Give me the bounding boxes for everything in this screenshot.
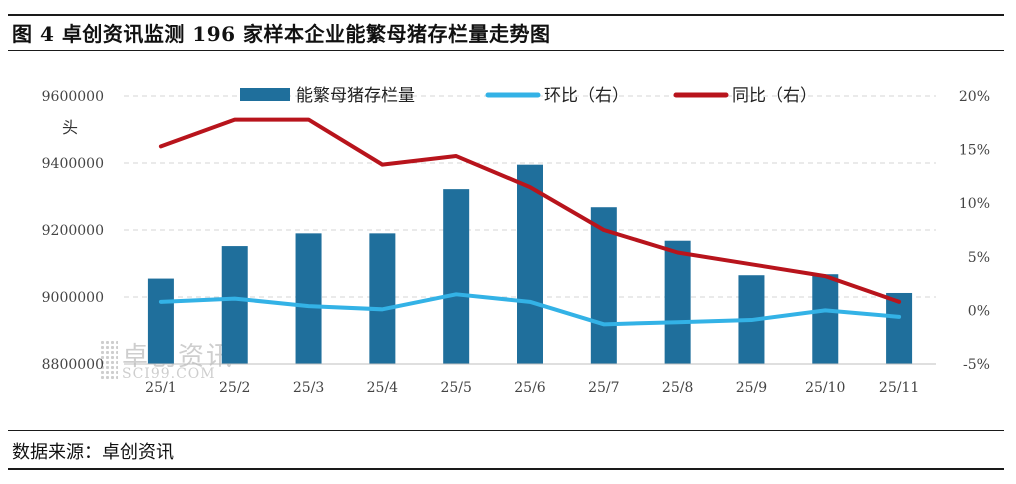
bar <box>886 292 913 364</box>
bottom-rule <box>8 468 1004 470</box>
series-line <box>158 292 902 327</box>
x-tick-label: 25/3 <box>293 380 324 396</box>
x-tick-label: 25/11 <box>879 380 919 396</box>
right-tick-label: 20% <box>959 89 990 105</box>
legend-swatch <box>240 88 290 101</box>
page-title: 图 4 卓创资讯监测 196 家样本企业能繁母猪存栏量走势图 <box>12 22 551 46</box>
x-tick-label: 25/9 <box>736 380 767 396</box>
x-tick-label: 25/1 <box>145 380 176 396</box>
x-tick-label: 25/10 <box>805 380 845 396</box>
left-tick-label: 8800000 <box>42 357 104 373</box>
right-tick-label: 10% <box>959 196 990 212</box>
legend: 能繁母猪存栏量 环比（右） 同比（右） <box>240 86 817 106</box>
bar <box>443 189 470 364</box>
right-axis: -5% 0% 5% 10% 15% 20% <box>959 89 990 373</box>
left-axis-unit: 头 <box>62 118 78 137</box>
watermark-logo-icon <box>100 340 118 380</box>
bar <box>221 246 248 364</box>
bar-series <box>147 164 913 364</box>
line-series <box>158 117 902 327</box>
right-tick-label: 0% <box>968 303 990 319</box>
bar <box>812 274 839 364</box>
bar <box>369 233 396 364</box>
x-tick-label: 25/4 <box>367 380 399 396</box>
x-axis: 25/1 25/2 25/3 25/4 25/5 25/6 25/7 25/8 25/9 25/1… <box>124 363 936 396</box>
right-tick-label: -5% <box>963 357 990 373</box>
legend-label: 同比（右） <box>732 86 817 106</box>
x-tick-label: 25/8 <box>662 380 693 396</box>
series-line <box>158 117 902 304</box>
x-tick-label: 25/2 <box>219 380 250 396</box>
left-tick-label: 9200000 <box>42 223 104 239</box>
legend-label: 能繁母猪存栏量 <box>296 86 415 106</box>
top-rule <box>8 14 1004 16</box>
bar <box>664 240 691 364</box>
left-tick-label: 9600000 <box>42 89 104 105</box>
right-tick-label: 5% <box>968 250 990 266</box>
legend-label: 环比（右） <box>544 86 629 106</box>
watermark-url: SCI99.COM <box>122 366 216 382</box>
bar <box>295 233 322 364</box>
footer-rule <box>8 430 1004 431</box>
bar <box>517 164 543 364</box>
x-tick-label: 25/6 <box>514 380 546 396</box>
x-tick-label: 25/7 <box>588 380 619 396</box>
left-axis: 8800000 9000000 9200000 9400000 9600000 头 <box>42 89 104 373</box>
left-tick-label: 9400000 <box>42 156 104 172</box>
title-rule <box>8 50 1004 51</box>
bar <box>147 278 174 364</box>
watermark-text: 卓创资讯 <box>122 342 235 372</box>
source-note: 数据来源：卓创资讯 <box>12 442 174 463</box>
x-tick-label: 25/5 <box>440 380 471 396</box>
right-tick-label: 15% <box>959 143 990 159</box>
left-tick-label: 9000000 <box>42 290 104 306</box>
